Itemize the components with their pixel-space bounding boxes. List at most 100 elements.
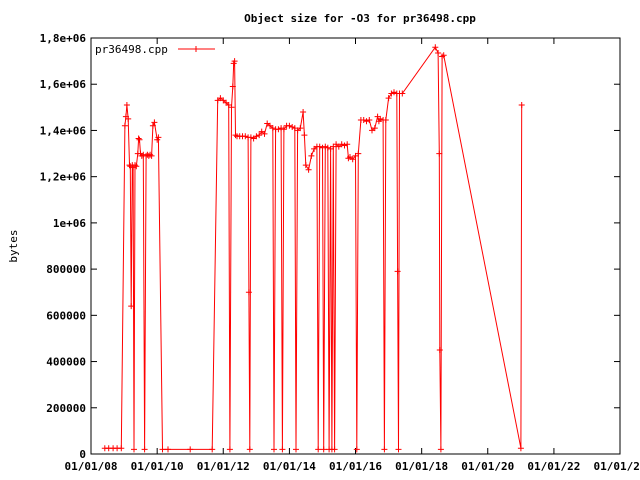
data-point [133,163,140,170]
data-point [245,289,252,296]
data-point [275,126,282,133]
x-tick-label: 01/01/24 [594,460,640,473]
data-point [121,122,128,129]
data-point [229,83,236,90]
data-point [286,122,293,129]
data-point [382,117,389,123]
data-point [231,58,238,65]
y-tick-label: 1,8e+06 [40,32,87,45]
data-point [128,303,135,310]
data-point [385,95,392,102]
y-tick-label: 800000 [46,263,86,276]
data-point [432,44,439,51]
data-point [226,446,233,453]
legend-marker [193,46,199,52]
data-point [319,144,326,151]
data-point [187,446,194,453]
data-point [148,152,155,159]
data-point [353,446,360,453]
data-point [289,124,296,130]
data-point [341,142,348,149]
data-point [435,50,442,56]
data-point [301,132,308,139]
y-axis-label: bytes [7,229,20,262]
data-point [305,166,312,173]
data-point [132,162,138,169]
data-point [256,132,263,139]
y-tick-label: 600000 [46,309,86,322]
data-point [316,143,323,150]
chart-title: Object size for -O3 for pr36498.cpp [244,12,476,25]
data-point [125,115,132,122]
x-tick-label: 01/01/12 [197,460,250,473]
data-point [131,446,137,453]
series-line [104,46,523,450]
data-point [324,144,331,151]
data-point [308,152,315,159]
data-point [209,446,216,453]
data-point [436,150,443,157]
data-point [331,446,338,453]
data-point [151,119,158,126]
legend-label: pr36498.cpp [95,43,168,56]
data-point [381,446,388,453]
data-point [377,115,384,122]
data-point [278,125,285,132]
data-point [394,268,401,275]
data-point [228,104,235,111]
data-point [388,90,395,97]
data-point [349,156,356,163]
x-tick-label: 01/01/20 [461,460,514,473]
data-point [232,132,239,139]
data-point [436,347,443,353]
x-tick-label: 01/01/08 [65,460,118,473]
y-tick-label: 1,6e+06 [40,78,87,91]
y-tick-label: 1,4e+06 [40,124,87,137]
data-point [437,446,444,453]
y-tick-label: 400000 [46,356,86,369]
data-point [395,446,402,453]
data-point [293,446,299,453]
x-tick-label: 01/01/10 [131,460,184,473]
data-point [253,133,260,140]
data-point [517,445,524,452]
x-tick-label: 01/01/14 [263,460,316,473]
data-point [399,90,406,97]
data-point [315,446,322,453]
data-point [279,446,286,453]
data-point [300,109,307,115]
data-point [118,445,125,452]
axis-ticks: 0 200000 400000 600000 800000 1e+06 1,2e+06 1,4… [40,32,640,473]
plot-frame [90,37,621,455]
data-point [165,446,171,453]
data-point [344,141,351,148]
data-point [355,150,362,157]
data-point [149,122,156,129]
y-tick-label: 0 [79,448,86,461]
data-point [247,134,254,141]
legend: pr36498.cpp [95,43,215,56]
data-point [135,135,142,142]
plot-area [101,44,525,453]
data-point [280,126,287,133]
data-point [363,118,370,125]
data-point [155,134,162,141]
data-point [320,446,327,453]
y-tick-label: 1,2e+06 [40,171,87,184]
x-tick-label: 01/01/16 [329,460,382,473]
data-point [159,446,166,453]
data-point [518,102,525,108]
data-point [246,446,253,453]
x-tick-label: 01/01/22 [527,460,580,473]
data-point [141,446,148,453]
data-point [371,125,378,132]
data-point [269,125,276,132]
y-tick-label: 1e+06 [53,217,86,230]
data-point [271,446,277,453]
data-point [242,133,249,140]
data-point [338,141,345,148]
data-point [440,52,447,59]
x-tick-label: 01/01/18 [395,460,448,473]
data-point [391,89,397,96]
